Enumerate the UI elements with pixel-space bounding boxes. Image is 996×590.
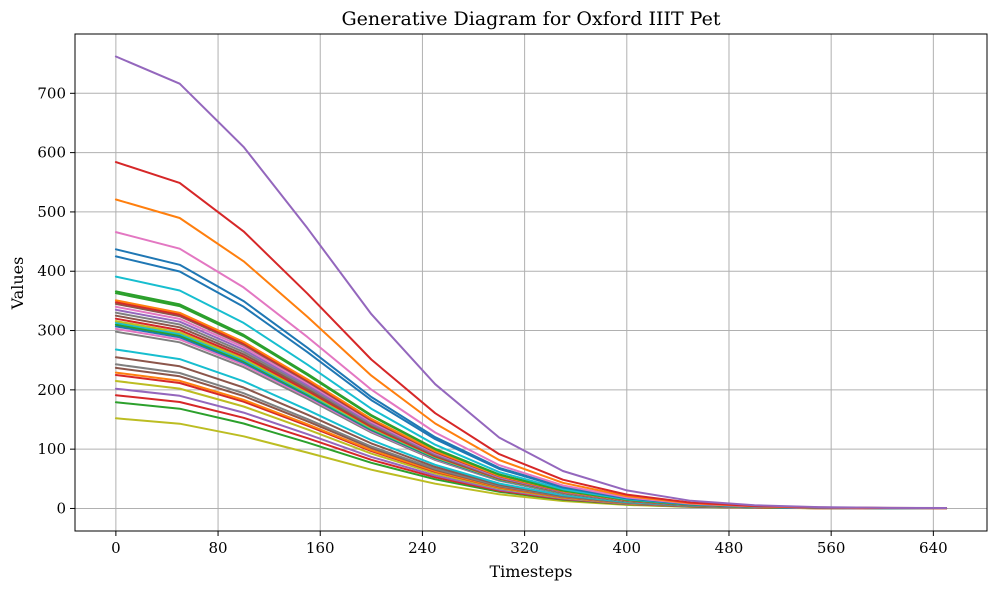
x-tick-label: 640 bbox=[919, 539, 948, 557]
plot-frame bbox=[74, 33, 988, 532]
x-tick-label: 560 bbox=[817, 539, 846, 557]
x-tick-label: 480 bbox=[715, 539, 744, 557]
y-tick-label: 200 bbox=[37, 381, 66, 399]
series-line-5 bbox=[114, 248, 948, 510]
x-tick-label: 400 bbox=[612, 539, 641, 557]
x-tick-label: 160 bbox=[306, 539, 335, 557]
x-tick-label: 320 bbox=[510, 539, 539, 557]
y-tick-label: 100 bbox=[37, 440, 66, 458]
chart-title: Generative Diagram for Oxford IIIT Pet bbox=[342, 8, 721, 30]
y-tick-label: 400 bbox=[37, 262, 66, 280]
series-group bbox=[114, 55, 948, 510]
y-tick-label: 0 bbox=[56, 499, 66, 517]
y-axis-label: Values bbox=[8, 257, 27, 311]
x-tick-label: 240 bbox=[408, 539, 437, 557]
series-line-1 bbox=[114, 55, 948, 509]
x-axis: 0 80 160 240 320 400 480 560 640 bbox=[111, 531, 948, 557]
x-tick-label: 0 bbox=[111, 539, 121, 557]
y-tick-label: 600 bbox=[37, 144, 66, 162]
x-tick-label: 80 bbox=[209, 539, 228, 557]
y-axis: 0 100 200 300 400 500 600 700 bbox=[37, 84, 75, 517]
y-tick-label: 500 bbox=[37, 203, 66, 221]
y-tick-label: 700 bbox=[37, 84, 66, 102]
x-axis-label: Timesteps bbox=[490, 562, 573, 581]
y-tick-label: 300 bbox=[37, 322, 66, 340]
